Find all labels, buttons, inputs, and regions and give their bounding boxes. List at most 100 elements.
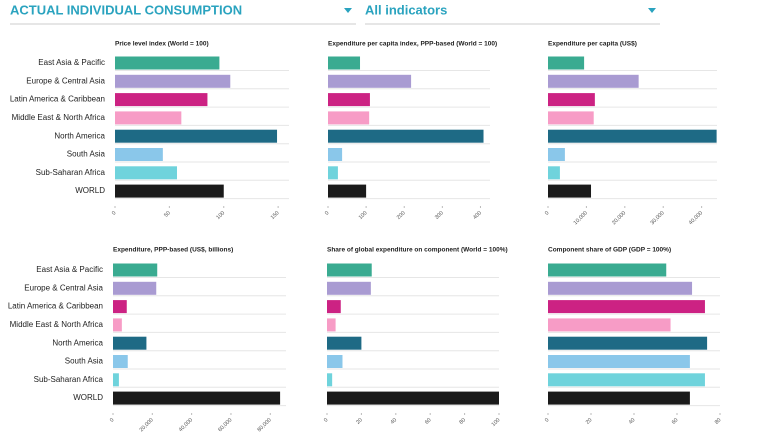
bar (327, 391, 499, 405)
bar (548, 391, 690, 405)
bar (113, 355, 128, 368)
bar (548, 373, 705, 387)
category-label: North America (54, 131, 105, 140)
x-tick-label: 20 (585, 417, 594, 426)
x-tick-label: 40 (390, 417, 399, 426)
x-tick-label: 20,000 (139, 417, 155, 433)
category-label: Middle East & North Africa (10, 320, 104, 329)
bar (113, 373, 119, 387)
bar (113, 300, 127, 314)
bar (327, 318, 336, 332)
bar (113, 336, 147, 350)
bar (115, 184, 224, 198)
x-tick-label: 80,000 (257, 417, 273, 433)
bar (113, 263, 158, 277)
bar (327, 373, 333, 387)
category-label: South Asia (67, 150, 106, 159)
chart-title: Price level index (World = 100) (115, 41, 209, 48)
category-label: East Asia & Pacific (36, 265, 103, 274)
x-tick-label: 100 (215, 210, 226, 221)
bar (328, 74, 412, 88)
category-label: WORLD (75, 186, 105, 195)
x-tick-label: 80 (458, 417, 467, 426)
bar (548, 318, 671, 332)
bar (115, 74, 231, 88)
x-tick-label: 40,000 (178, 417, 194, 433)
bar (548, 281, 693, 295)
x-tick-label: 0 (109, 417, 115, 423)
bar (328, 56, 361, 70)
dropdown-label[interactable]: ACTUAL INDIVIDUAL CONSUMPTION (10, 2, 242, 17)
x-tick-label: 80 (714, 417, 723, 426)
bar (548, 129, 717, 143)
bar (548, 148, 565, 161)
bar (548, 111, 594, 125)
category-label: Middle East & North Africa (12, 113, 106, 122)
chart-title: Component share of GDP (GDP = 100%) (548, 247, 671, 254)
x-tick-label: 0 (323, 417, 329, 423)
bar (113, 318, 122, 332)
bar (548, 93, 595, 107)
x-tick-label: 300 (434, 210, 445, 221)
x-tick-label: 40,000 (688, 210, 704, 226)
bar (548, 355, 690, 368)
bar (115, 166, 177, 180)
chart-title: Share of global expenditure on component… (327, 247, 508, 254)
dropdown-arrow[interactable] (344, 8, 352, 13)
bar (115, 129, 278, 143)
x-tick-label: 30,000 (650, 210, 666, 226)
x-tick-label: 0 (544, 210, 550, 216)
bar (115, 111, 182, 125)
bar (327, 336, 362, 350)
bar (548, 74, 639, 88)
x-tick-label: 100 (358, 210, 369, 221)
category-label: North America (52, 338, 103, 347)
bar (115, 93, 208, 107)
bar (115, 56, 220, 70)
x-tick-label: 50 (163, 210, 172, 219)
x-tick-label: 60,000 (217, 417, 233, 433)
bar (548, 166, 560, 180)
bar (328, 129, 484, 143)
bar (548, 300, 705, 314)
bar (327, 355, 343, 368)
bar (327, 263, 372, 277)
bar (548, 56, 585, 70)
category-label: WORLD (73, 393, 103, 402)
x-tick-label: 0 (111, 210, 117, 216)
x-tick-label: 40 (628, 417, 637, 426)
category-label: Europe & Central Asia (24, 283, 103, 292)
bar (328, 111, 370, 125)
dropdown-label[interactable]: All indicators (365, 2, 447, 17)
x-tick-label: 400 (472, 210, 483, 221)
dropdown-arrow[interactable] (648, 8, 656, 13)
x-tick-label: 10,000 (573, 210, 589, 226)
category-label: South Asia (65, 357, 104, 366)
bar (113, 281, 157, 295)
x-tick-label: 200 (396, 210, 407, 221)
x-tick-label: 20 (355, 417, 364, 426)
category-label: East Asia & Pacific (38, 58, 105, 67)
category-label: Latin America & Caribbean (10, 95, 105, 104)
category-label: Sub-Saharan Africa (36, 168, 106, 177)
bar (115, 148, 163, 161)
x-tick-label: 60 (424, 417, 433, 426)
bar (548, 184, 592, 198)
bar (328, 184, 367, 198)
x-tick-label: 60 (671, 417, 680, 426)
bar (328, 166, 338, 180)
bar (113, 391, 281, 405)
bar (327, 281, 371, 295)
bar (327, 300, 341, 314)
x-tick-label: 0 (544, 417, 550, 423)
x-tick-label: 100 (491, 417, 502, 428)
bar (548, 336, 708, 350)
bar (548, 263, 667, 277)
chart-title: Expenditure per capita (US$) (548, 41, 637, 48)
x-tick-label: 150 (270, 210, 281, 221)
chart-title: Expenditure, PPP-based (US$, billions) (113, 247, 233, 254)
chart-title: Expenditure per capita index, PPP-based … (328, 41, 497, 48)
bar (328, 148, 343, 161)
category-label: Europe & Central Asia (26, 76, 105, 85)
